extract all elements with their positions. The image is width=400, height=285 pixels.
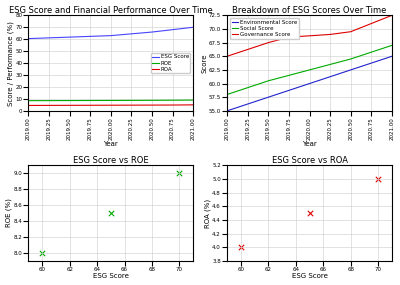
ROA xyxy=(47,104,52,107)
ESG Score xyxy=(150,30,154,34)
Governance Score xyxy=(307,34,312,38)
Social Score xyxy=(390,44,394,47)
Governance Score xyxy=(328,33,332,36)
Y-axis label: Score: Score xyxy=(201,53,207,73)
ESG Score xyxy=(88,35,93,38)
Line: Environmental Score: Environmental Score xyxy=(227,56,392,111)
Governance Score xyxy=(369,22,374,25)
ROA xyxy=(150,103,154,107)
Social Score xyxy=(286,74,291,77)
Point xyxy=(375,177,382,181)
ROE xyxy=(26,99,31,102)
ROE xyxy=(150,99,154,102)
Environmental Score xyxy=(307,82,312,85)
Title: Breakdown of ESG Scores Over Time: Breakdown of ESG Scores Over Time xyxy=(232,5,387,15)
Y-axis label: ROA (%): ROA (%) xyxy=(204,198,211,228)
Y-axis label: ROE (%): ROE (%) xyxy=(6,199,12,227)
Environmental Score xyxy=(286,89,291,92)
Legend: Environmental Score, Social Score, Governance Score: Environmental Score, Social Score, Gover… xyxy=(230,18,299,39)
Environmental Score xyxy=(369,61,374,65)
ROA xyxy=(191,103,196,107)
Environmental Score xyxy=(266,95,271,99)
Line: Social Score: Social Score xyxy=(227,45,392,94)
ROE xyxy=(129,99,134,102)
ROE xyxy=(191,98,196,102)
Governance Score xyxy=(245,48,250,51)
Governance Score xyxy=(286,35,291,39)
X-axis label: ESG Score: ESG Score xyxy=(93,273,129,280)
Governance Score xyxy=(348,30,353,33)
Point xyxy=(39,251,45,255)
ESG Score xyxy=(170,28,175,31)
ESG Score xyxy=(191,26,196,29)
Line: Governance Score: Governance Score xyxy=(227,15,392,56)
Title: ESG Score vs ROA: ESG Score vs ROA xyxy=(272,156,348,164)
ESG Score xyxy=(108,34,113,37)
ROA xyxy=(170,103,175,107)
X-axis label: Year: Year xyxy=(104,141,118,147)
ROE xyxy=(170,99,175,102)
Line: ESG Score: ESG Score xyxy=(28,27,193,38)
Point xyxy=(108,211,114,215)
Point xyxy=(306,211,313,215)
Governance Score xyxy=(390,14,394,17)
Environmental Score xyxy=(348,68,353,72)
Social Score xyxy=(348,57,353,61)
ROE xyxy=(67,99,72,102)
Social Score xyxy=(307,68,312,72)
Point xyxy=(176,171,183,176)
ESG Score xyxy=(47,36,52,40)
Social Score xyxy=(328,63,332,66)
Governance Score xyxy=(225,54,230,58)
Y-axis label: Score / Performance (%): Score / Performance (%) xyxy=(7,21,14,105)
ROE xyxy=(47,99,52,102)
ROA xyxy=(108,103,113,107)
Social Score xyxy=(266,79,271,83)
Point xyxy=(238,245,244,249)
ROA xyxy=(26,104,31,107)
ROA xyxy=(88,103,93,107)
Environmental Score xyxy=(328,75,332,78)
Title: ESG Score vs ROE: ESG Score vs ROE xyxy=(73,156,149,164)
Environmental Score xyxy=(245,102,250,106)
Environmental Score xyxy=(390,54,394,58)
Social Score xyxy=(369,50,374,54)
Social Score xyxy=(245,86,250,89)
Legend: ESG Score, ROE, ROA: ESG Score, ROE, ROA xyxy=(150,53,190,73)
Environmental Score xyxy=(225,109,230,113)
ESG Score xyxy=(67,35,72,39)
ROE xyxy=(108,99,113,102)
ESG Score xyxy=(129,32,134,36)
Line: ROE: ROE xyxy=(28,100,193,101)
Governance Score xyxy=(266,41,271,44)
X-axis label: Year: Year xyxy=(302,141,317,147)
ROA xyxy=(67,104,72,107)
X-axis label: ESG Score: ESG Score xyxy=(292,273,328,280)
Title: ESG Score and Financial Performance Over Time: ESG Score and Financial Performance Over… xyxy=(9,5,213,15)
Social Score xyxy=(225,93,230,96)
ROA xyxy=(129,103,134,107)
ROE xyxy=(88,99,93,102)
ESG Score xyxy=(26,37,31,40)
